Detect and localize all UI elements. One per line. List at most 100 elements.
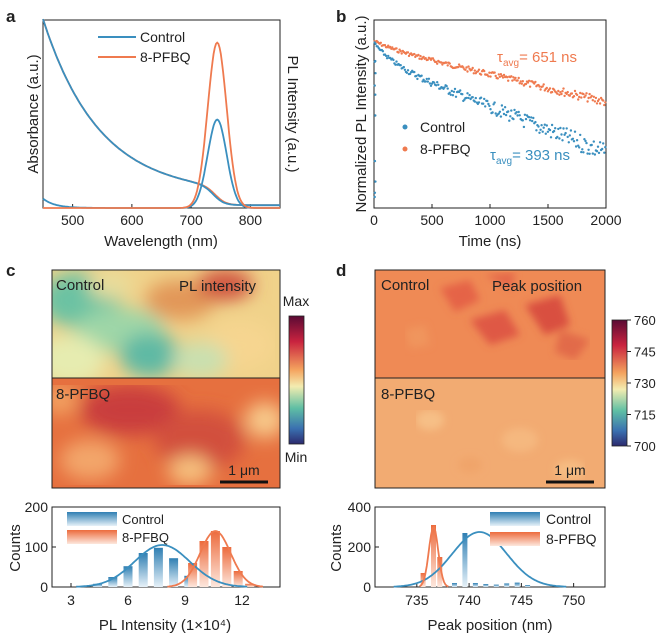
b-point-control [580, 150, 583, 154]
b-point-control [568, 134, 571, 137]
b-point-pfbq [466, 70, 469, 73]
b-legend-dot-control [402, 124, 408, 130]
hd-legend-pfbq: 8-PFBQ [546, 531, 597, 547]
b-point-pfbq [407, 54, 411, 58]
hc-bar-control [169, 558, 179, 587]
b-point-pfbq [541, 85, 544, 88]
b-point-control [406, 69, 410, 72]
c-colorbar [288, 315, 305, 445]
b-point-pfbq [494, 74, 497, 78]
b-point-pfbq [431, 57, 435, 60]
b-point-control [428, 82, 432, 85]
d-map-label-pfbq: 8-PFBQ [381, 386, 435, 403]
hc-xtick-label: 3 [67, 592, 75, 608]
hd-xtick-label: 735 [405, 592, 429, 608]
b-point-pfbq [413, 52, 416, 56]
hd-bar-control [452, 583, 457, 587]
hd-fit-control [393, 531, 567, 588]
b-point-pfbq [550, 90, 554, 94]
b-point-control [560, 133, 563, 136]
b-point-pfbq [507, 79, 510, 82]
panel-label-b: b [336, 7, 346, 26]
hd-legend: Control 8-PFBQ [490, 511, 597, 547]
b-point-pfbq [527, 79, 531, 83]
b-point-pfbq [575, 93, 579, 97]
panel-label-d: d [336, 261, 346, 280]
hd-xtick-label: 750 [562, 592, 586, 608]
b-legend: Control 8-PFBQ [402, 119, 471, 157]
d-map-title: Peak position [492, 278, 582, 295]
hc-fit-control [76, 544, 248, 588]
b-point-control [394, 63, 397, 66]
b-point-pfbq [395, 47, 398, 50]
hd-bar-control [514, 582, 520, 587]
hd-bar-control [483, 584, 489, 587]
b-point-control [559, 126, 562, 130]
b-point-pfbq [476, 70, 480, 73]
b-point-pfbq [561, 90, 564, 93]
b-point-pfbq [542, 83, 545, 86]
b-point-pfbq [590, 94, 593, 98]
b-point-control [601, 147, 604, 151]
b-point-pfbq [462, 66, 465, 69]
b-point-pfbq [562, 87, 565, 90]
b-point-pfbq [604, 101, 607, 104]
b-point-control [552, 129, 556, 133]
b-point-control [531, 119, 534, 123]
b-point-control [498, 110, 502, 114]
b-point-control [373, 191, 377, 194]
b-point-control [459, 89, 462, 92]
b-point-control [487, 102, 490, 106]
b-point-control [483, 97, 486, 101]
hc-xtick-label: 12 [234, 592, 250, 608]
b-point-control [373, 195, 376, 199]
panel-d-histogram: 735 740 745 750 0 200 400 Peak position (nm) C… [328, 499, 606, 634]
b-point-control [566, 135, 569, 139]
hd-xtick-label: 740 [457, 592, 481, 608]
b-point-control [586, 152, 589, 155]
b-point-control [454, 95, 458, 99]
b-point-pfbq [448, 62, 451, 65]
b-point-pfbq [477, 68, 481, 71]
b-point-control [595, 150, 599, 153]
b-point-control [535, 129, 538, 132]
b-point-pfbq [445, 61, 448, 64]
b-legend-control: Control [420, 119, 465, 135]
hc-bar-pfbq [199, 541, 209, 587]
d-colorbar-tick-label: 700 [634, 439, 656, 454]
b-point-control [549, 136, 553, 139]
c-colorbar-max: Max [283, 293, 309, 309]
b-point-control [562, 127, 565, 130]
b-point-control [373, 159, 377, 163]
b-xtick-label: 1000 [474, 212, 505, 228]
hd-ytick-label: 200 [348, 539, 372, 555]
a-absorbance-pfbq [42, 18, 280, 207]
b-point-control [500, 104, 504, 107]
hd-legend-swatch-pfbq [490, 532, 540, 546]
b-point-control [513, 108, 516, 112]
b-point-pfbq [418, 57, 421, 60]
hd-bar-control [504, 583, 510, 587]
b-point-pfbq [493, 71, 496, 74]
b-point-control [499, 115, 503, 118]
b-ylabel: Normalized PL Intensity (a.u.) [353, 15, 370, 212]
b-point-pfbq [399, 50, 402, 53]
b-point-pfbq [472, 72, 475, 75]
b-point-pfbq [519, 80, 522, 83]
b-point-control [403, 68, 407, 72]
b-point-control [587, 148, 590, 151]
d-map-label-control: Control [381, 277, 429, 294]
b-point-control [484, 105, 487, 108]
hc-ytick-label: 200 [25, 499, 49, 515]
b-annotation-pfbq: τavg= 651 ns [497, 49, 577, 69]
b-annotation-control: τavg= 393 ns [490, 147, 570, 167]
b-point-pfbq [579, 91, 582, 95]
b-point-control [374, 59, 377, 63]
b-point-pfbq [539, 88, 542, 91]
b-point-pfbq [498, 75, 502, 79]
hd-ytick-label: 400 [348, 499, 372, 515]
b-point-control [373, 84, 376, 87]
b-point-control [461, 93, 464, 96]
b-point-control [532, 116, 535, 120]
